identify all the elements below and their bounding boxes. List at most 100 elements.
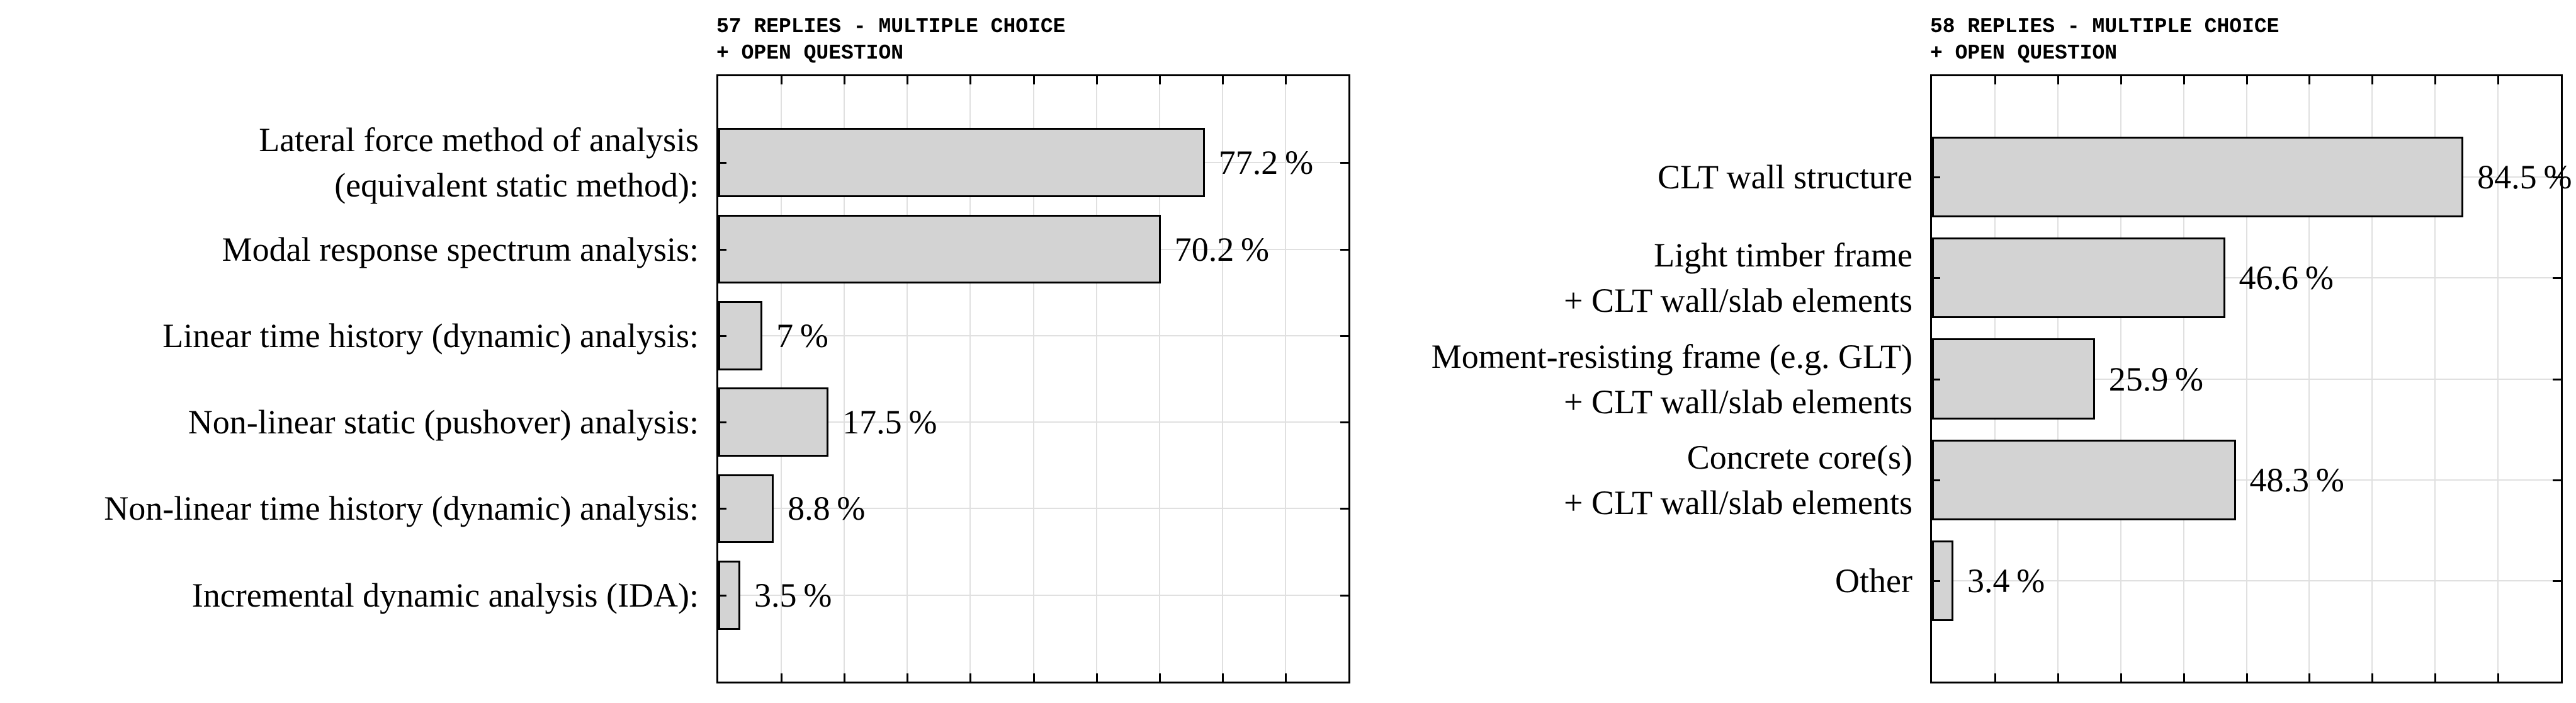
category-label: Light timber frame + CLT wall/slab elemen…	[1355, 232, 1912, 323]
category-label: Modal response spectrum analysis:	[0, 227, 699, 272]
bar	[1932, 338, 2095, 420]
vertical-gridline	[844, 76, 845, 682]
category-label-line: Linear time history (dynamic) analysis:	[162, 316, 699, 355]
bar-value-label: 17.5 %	[842, 403, 937, 442]
horizontal-gridline	[1932, 580, 2561, 581]
category-label-line: + CLT wall/slab elements	[1564, 282, 1912, 320]
category-label-line: CLT wall structure	[1658, 158, 1912, 197]
axis-tick-right	[2553, 479, 2561, 481]
axis-tick-bottom	[2120, 673, 2122, 682]
axis-tick-top	[1032, 76, 1035, 84]
bar	[718, 128, 1205, 198]
axis-tick-right	[1340, 248, 1348, 251]
axis-tick-bottom	[907, 673, 909, 682]
category-label: Lateral force method of analysis (equival…	[0, 117, 699, 208]
vertical-gridline	[969, 76, 971, 682]
axis-tick-top	[907, 76, 909, 84]
bar	[1932, 439, 2236, 520]
axis-tick-left	[1932, 176, 1940, 179]
axis-tick-top	[969, 76, 972, 84]
bar-value-label: 3.5 %	[754, 576, 832, 614]
axis-tick-right	[1340, 162, 1348, 164]
axis-tick-left	[718, 508, 726, 510]
axis-tick-right	[2553, 277, 2561, 280]
axis-tick-top	[2308, 76, 2311, 84]
axis-tick-left	[718, 334, 726, 337]
category-label-line: Lateral force method of analysis	[259, 121, 699, 159]
axis-tick-left	[1932, 378, 1940, 380]
axis-tick-bottom	[1221, 673, 1224, 682]
category-label-line: + CLT wall/slab elements	[1564, 483, 1912, 522]
category-label-line: (equivalent static method):	[334, 166, 699, 205]
bar-value-label: 8.8 %	[788, 489, 866, 528]
axis-tick-left	[718, 594, 726, 597]
axis-tick-bottom	[1032, 673, 1035, 682]
bar-value-label: 3.4 %	[1967, 561, 2045, 600]
axis-tick-bottom	[2371, 673, 2374, 682]
axis-tick-top	[1221, 76, 1224, 84]
axis-tick-right	[2553, 378, 2561, 380]
axis-tick-top	[781, 76, 783, 84]
axis-tick-left	[718, 248, 726, 251]
axis-tick-bottom	[2183, 673, 2185, 682]
bar-value-label: 48.3 %	[2249, 460, 2344, 499]
axis-tick-top	[1994, 76, 1996, 84]
vertical-gridline	[1284, 76, 1286, 682]
axis-tick-left	[718, 421, 726, 424]
bar-value-label: 84.5 %	[2477, 158, 2572, 197]
category-label: Concrete core(s) + CLT wall/slab elements	[1355, 435, 1912, 525]
chart-title-line: + OPEN QUESTION	[1930, 42, 2118, 65]
vertical-gridline	[1221, 76, 1223, 682]
category-label: Non-linear static (pushover) analysis:	[0, 399, 699, 445]
vertical-gridline	[1158, 76, 1160, 682]
horizontal-gridline	[1932, 277, 2561, 279]
horizontal-gridline	[718, 594, 1348, 596]
category-label-line: Concrete core(s)	[1686, 438, 1912, 476]
axis-tick-bottom	[2308, 673, 2311, 682]
axis-tick-bottom	[844, 673, 846, 682]
bar	[1932, 237, 2225, 319]
axis-tick-bottom	[781, 673, 783, 682]
bar-value-label: 46.6 %	[2239, 259, 2334, 297]
bar	[718, 387, 829, 457]
vertical-gridline	[907, 76, 908, 682]
axis-tick-right	[2553, 580, 2561, 582]
bar-value-label: 7 %	[776, 316, 828, 355]
axis-tick-top	[2371, 76, 2374, 84]
category-label: CLT wall structure	[1355, 154, 1912, 200]
category-label: Linear time history (dynamic) analysis:	[0, 313, 699, 358]
category-label: Other	[1355, 558, 1912, 603]
horizontal-gridline	[718, 508, 1348, 510]
axis-tick-bottom	[1158, 673, 1161, 682]
axis-tick-top	[1158, 76, 1161, 84]
axis-tick-left	[1932, 479, 1940, 481]
vertical-gridline	[1095, 76, 1097, 682]
category-label: Non-linear time history (dynamic) analys…	[0, 486, 699, 531]
axis-tick-left	[1932, 277, 1940, 280]
chart-title-line: + OPEN QUESTION	[716, 42, 904, 65]
vertical-gridline	[1032, 76, 1034, 682]
axis-tick-top	[1284, 76, 1287, 84]
chart-title: 57 REPLIES - MULTIPLE CHOICE + OPEN QUEST…	[716, 14, 1066, 67]
category-label-line: Incremental dynamic analysis (IDA):	[191, 576, 699, 614]
axis-tick-top	[1095, 76, 1098, 84]
chart-title-line: 58 REPLIES - MULTIPLE CHOICE	[1930, 15, 2279, 38]
plot-area: 77.2 % 70.2 % 7 % 17.5 % 8.8 % 3.5 %	[716, 74, 1350, 683]
vertical-gridline	[781, 76, 782, 682]
axis-tick-bottom	[2246, 673, 2248, 682]
axis-tick-bottom	[1994, 673, 1996, 682]
bar	[1932, 137, 2464, 218]
category-label-line: Non-linear static (pushover) analysis:	[188, 403, 699, 442]
category-label-line: + CLT wall/slab elements	[1564, 382, 1912, 421]
bar-value-label: 77.2 %	[1218, 144, 1314, 182]
category-label-line: Modal response spectrum analysis:	[222, 230, 699, 268]
axis-tick-top	[2120, 76, 2122, 84]
horizontal-gridline	[718, 421, 1348, 423]
bar-value-label: 70.2 %	[1174, 230, 1269, 268]
axis-tick-right	[1340, 594, 1348, 597]
axis-tick-top	[2057, 76, 2059, 84]
horizontal-gridline	[1932, 378, 2561, 380]
category-label: Incremental dynamic analysis (IDA):	[0, 573, 699, 618]
axis-tick-top	[2434, 76, 2437, 84]
